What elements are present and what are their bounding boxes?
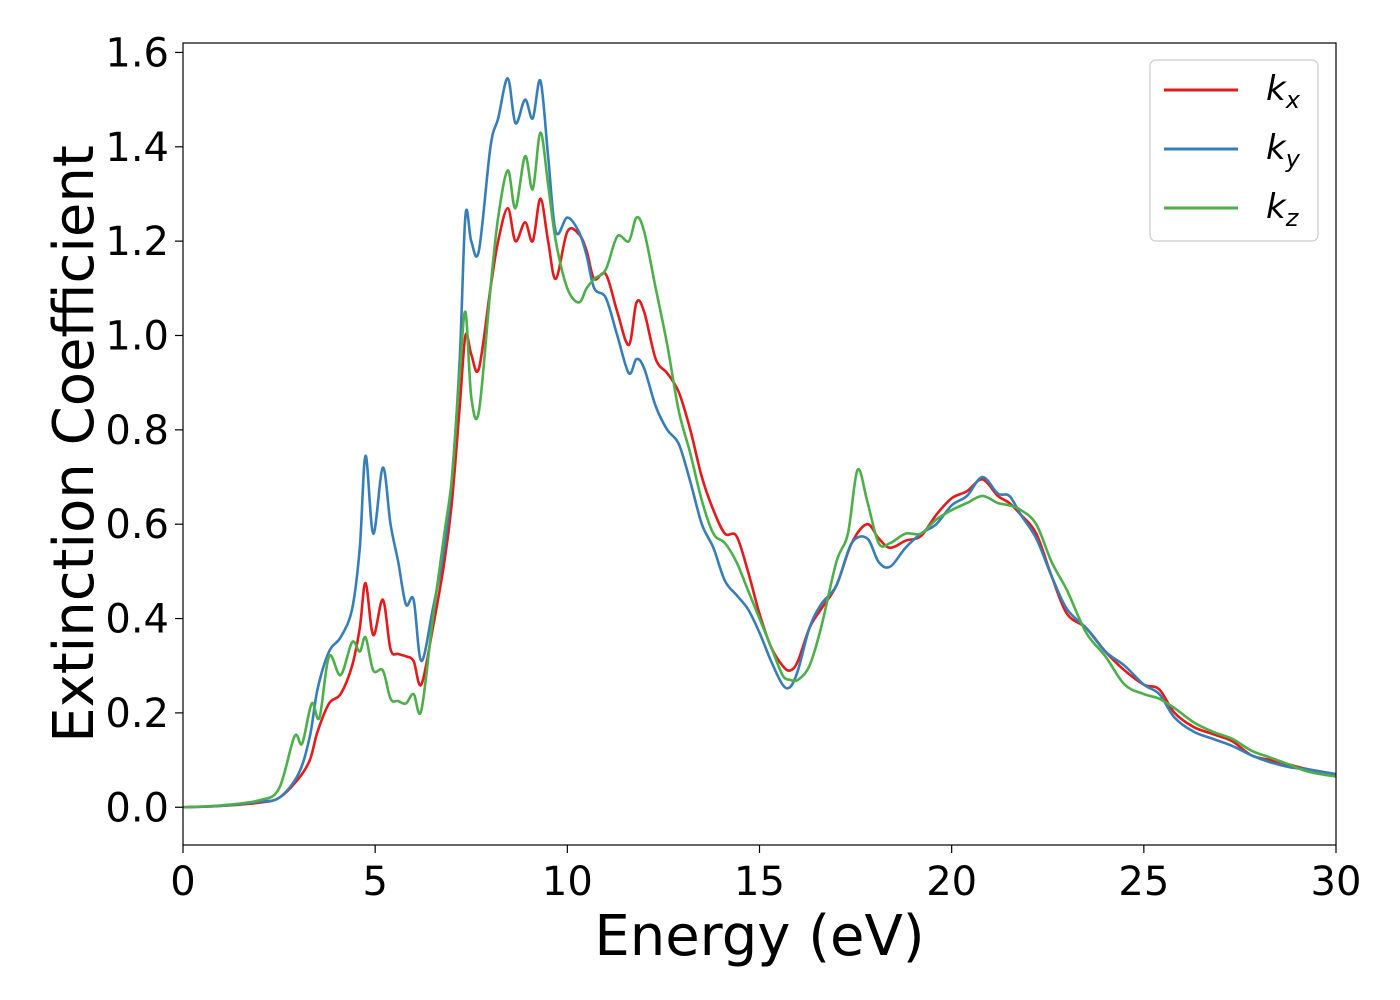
y-tick-label: 1.6 (105, 30, 169, 76)
series-layer (183, 77, 1336, 809)
series-line-kx (183, 197, 1336, 809)
y-axis-ticks: 0.0 0.2 0.4 0.6 0.8 1.0 1.2 1.4 1.6 (105, 30, 183, 831)
legend-label-kx: kx (1266, 69, 1301, 114)
y-axis-title: Extinction Coefficient (42, 145, 107, 743)
y-tick-label: 1.2 (105, 219, 169, 265)
y-tick-label: 1.0 (105, 313, 169, 359)
legend-label-ky: ky (1266, 128, 1301, 173)
x-axis-ticks: 0 5 10 15 20 25 30 (170, 845, 1361, 905)
x-axis-title: Energy (eV) (594, 904, 924, 969)
x-tick-label: 10 (542, 859, 593, 905)
y-tick-label: 0.2 (105, 691, 169, 737)
x-tick-label: 20 (926, 859, 977, 905)
y-tick-label: 0.6 (105, 502, 169, 548)
x-tick-label: 0 (170, 859, 195, 905)
y-tick-label: 0.0 (105, 785, 169, 831)
y-tick-label: 1.4 (105, 125, 169, 171)
x-tick-label: 25 (1118, 859, 1169, 905)
x-tick-label: 15 (734, 859, 785, 905)
y-tick-label: 0.8 (105, 408, 169, 454)
x-tick-label: 30 (1311, 859, 1362, 905)
series-line-kz (183, 131, 1336, 809)
legend-label-kz: kz (1266, 187, 1300, 232)
x-tick-label: 5 (362, 859, 387, 905)
legend: kx ky kz (1149, 59, 1319, 242)
y-tick-label: 0.4 (105, 597, 169, 643)
series-line-ky (183, 77, 1336, 809)
